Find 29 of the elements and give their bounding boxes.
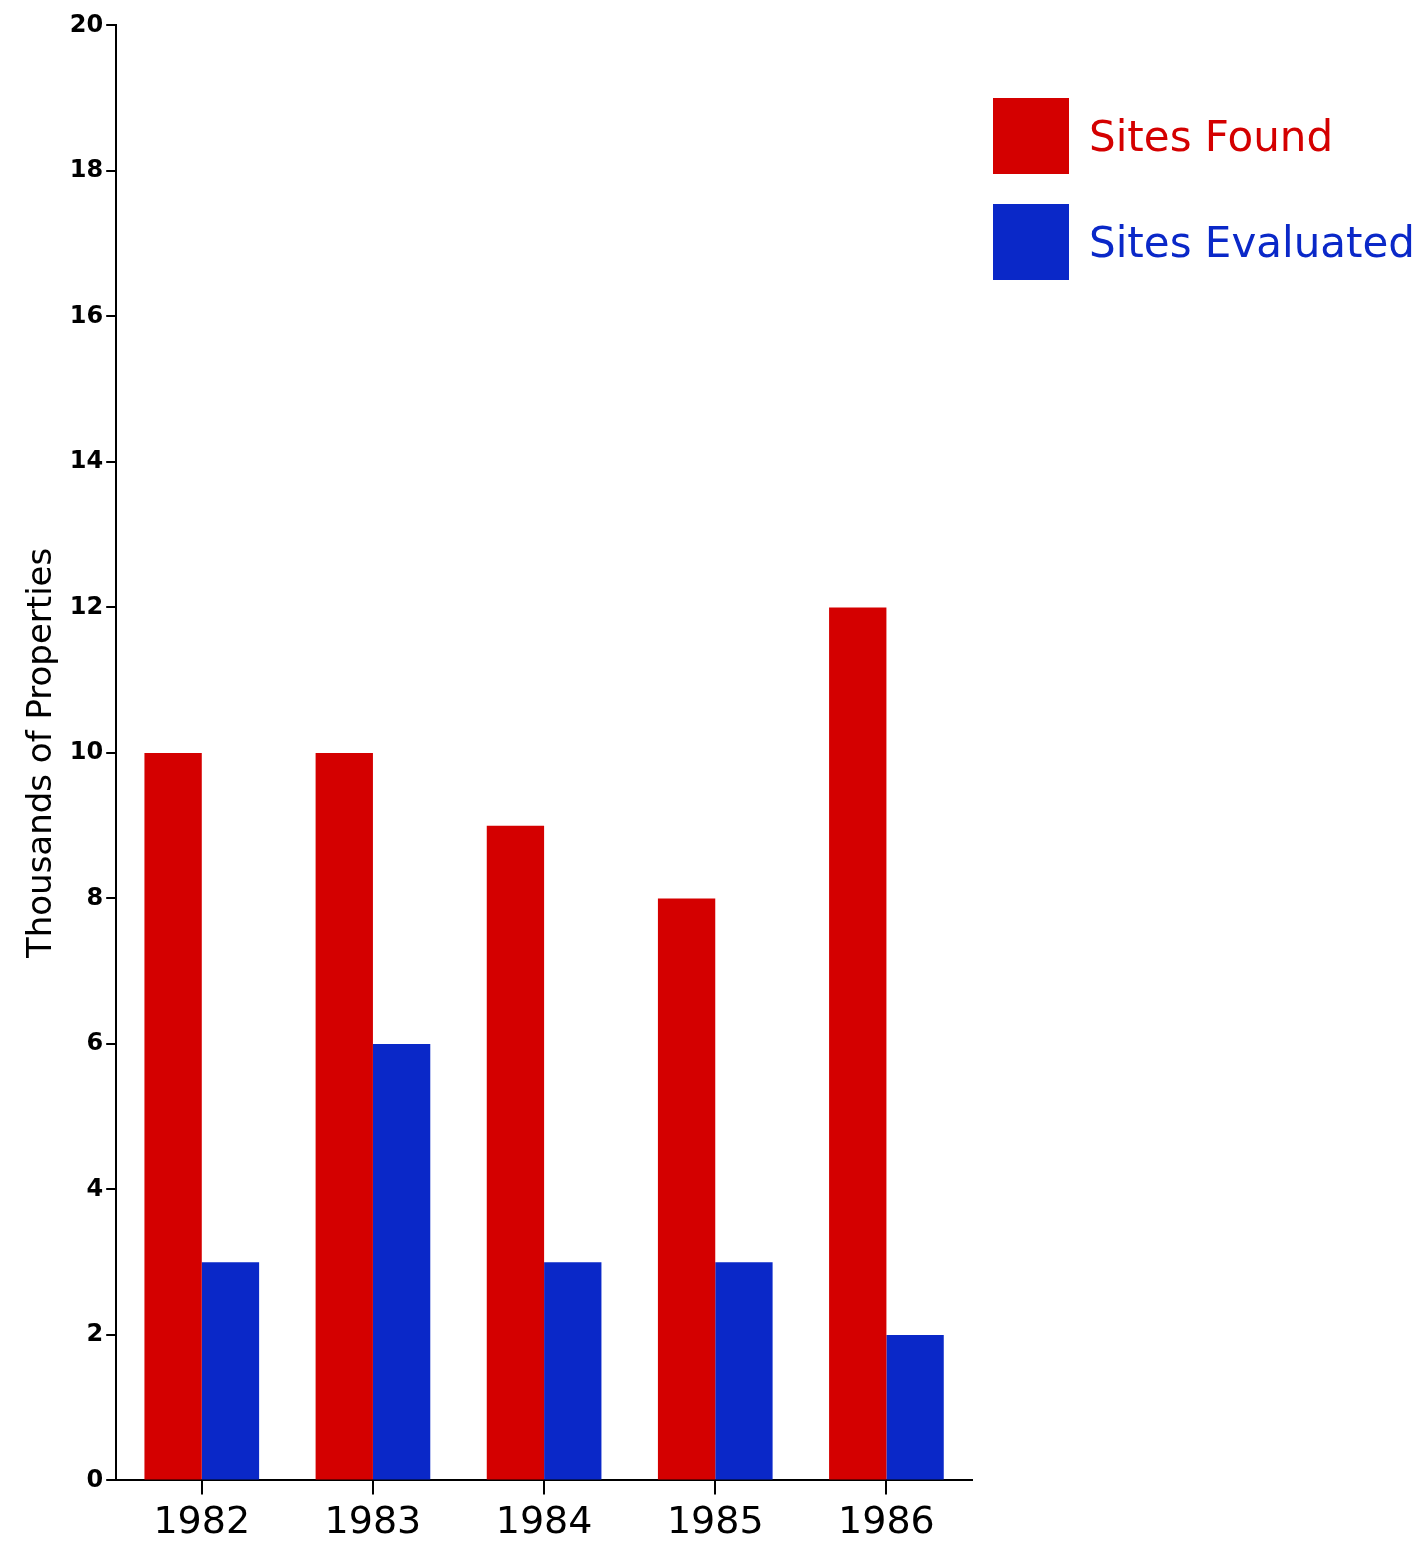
bar <box>372 1043 431 1480</box>
bar <box>544 1262 602 1480</box>
y-tick-label: 8 <box>86 882 104 911</box>
legend-label: Sites Evaluated <box>1089 217 1415 267</box>
x-tick-label: 1984 <box>495 1498 593 1543</box>
y-tick-label: 6 <box>86 1028 104 1057</box>
y-tick-label: 20 <box>69 9 104 38</box>
bar <box>144 752 202 1480</box>
bar <box>315 752 373 1480</box>
y-tick-label: 12 <box>69 591 104 620</box>
legend-label: Sites Found <box>1089 111 1334 161</box>
bar <box>657 898 716 1480</box>
bar <box>486 825 545 1480</box>
x-tick-label: 1986 <box>838 1498 935 1543</box>
y-tick-label: 10 <box>69 737 104 766</box>
x-tick-label: 1982 <box>153 1498 251 1543</box>
y-tick-label: 2 <box>86 1319 104 1348</box>
y-tick-label: 18 <box>69 155 104 184</box>
x-tick-label: 1983 <box>324 1498 422 1543</box>
bar <box>829 607 887 1480</box>
bar <box>886 1334 944 1480</box>
bar <box>715 1262 773 1480</box>
y-tick-label: 0 <box>86 1464 104 1493</box>
x-tick-label: 1985 <box>666 1498 764 1543</box>
y-tick-label: 14 <box>69 446 104 475</box>
bar <box>201 1262 260 1480</box>
y-tick-label: 16 <box>69 300 104 329</box>
y-axis-title: Thousands of Properties <box>19 547 60 960</box>
y-tick-label: 4 <box>86 1173 104 1202</box>
